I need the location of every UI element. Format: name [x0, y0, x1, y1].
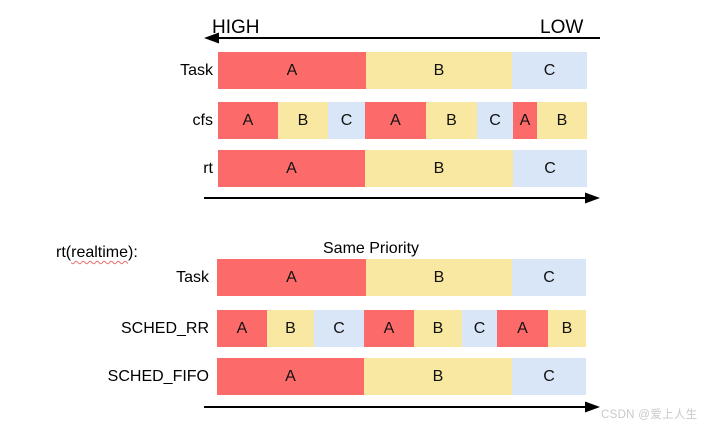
bar-segment-a: A [217, 358, 364, 395]
bar-segment-c: C [513, 150, 587, 187]
high-priority-label: HIGH [212, 17, 260, 38]
bar-segment-c: C [512, 259, 586, 296]
chart-row-sched_rr: SCHED_RR A B C A B C A B [0, 310, 717, 347]
chart-row-cfs: cfs A B C A B C A B [0, 102, 717, 139]
bar-segment-b: B [267, 310, 314, 347]
bar-segment-a: A [497, 310, 548, 347]
row-label: Task [176, 269, 209, 286]
bar-segment-a: A [218, 102, 278, 139]
chart-row-sched_fifo: SCHED_FIFO A B C [0, 358, 717, 395]
watermark: CSDN @爱上人生 [601, 409, 698, 421]
chart-row-task: Task A B C [0, 259, 717, 296]
bar-segment-a: A [218, 52, 366, 89]
bar-segment-c: C [462, 310, 497, 347]
bar-segment-c: C [328, 102, 365, 139]
bar-segment-c: C [512, 52, 587, 89]
bar-segment-b: B [278, 102, 328, 139]
bar-segment-b: B [364, 358, 512, 395]
rt-label-realtime-word: realtime [71, 244, 129, 261]
bar-segment-b: B [548, 310, 586, 347]
priority-arrow-left-icon [204, 32, 600, 44]
bar-segment-b: B [365, 150, 513, 187]
bar-segment-c: C [314, 310, 364, 347]
rt-label-suffix: ): [128, 244, 138, 261]
rt-label-prefix: rt( [56, 244, 72, 261]
timeline-arrow-bottom-icon [204, 401, 600, 413]
rt-realtime-label: rt(realtime): [56, 244, 138, 262]
bar-segment-c: C [512, 358, 586, 395]
bar-segment-b: B [366, 52, 512, 89]
same-priority-title: Same Priority [323, 240, 420, 257]
bar-segment-a: A [365, 102, 426, 139]
row-label: rt [203, 160, 213, 177]
chart-row-rt: rt A B C [0, 150, 717, 187]
bar-segment-a: A [364, 310, 414, 347]
chart-row-task: Task A B C [0, 52, 717, 89]
row-label: cfs [192, 112, 213, 129]
row-label: Task [180, 62, 213, 79]
row-label: SCHED_FIFO [107, 368, 209, 385]
bar-segment-a: A [218, 150, 365, 187]
bar-segment-b: B [414, 310, 462, 347]
bar-segment-c: C [477, 102, 513, 139]
bar-segment-b: B [426, 102, 477, 139]
timeline-arrow-top-icon [204, 192, 600, 204]
bar-segment-b: B [366, 259, 512, 296]
bar-segment-a: A [217, 259, 366, 296]
low-priority-label: LOW [540, 17, 584, 38]
bar-segment-a: A [217, 310, 267, 347]
row-label: SCHED_RR [120, 320, 209, 337]
bar-segment-a: A [513, 102, 537, 139]
bar-segment-b: B [537, 102, 587, 139]
